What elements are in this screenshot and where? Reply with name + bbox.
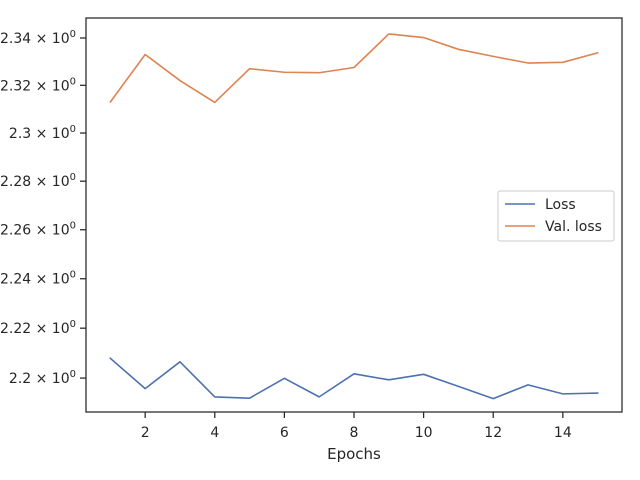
x-tick-label: 8 — [350, 425, 359, 441]
y-tick-label: 2.24 × 100 — [0, 270, 76, 288]
x-tick-label: 6 — [280, 425, 289, 441]
x-tick-label: 14 — [554, 425, 572, 441]
x-tick-label: 12 — [484, 425, 502, 441]
y-tick-label: 2.2 × 100 — [9, 369, 76, 387]
x-axis-title: Epochs — [327, 445, 381, 463]
y-tick-label: 2.22 × 100 — [0, 319, 76, 337]
y-tick-label: 2.28 × 100 — [0, 172, 76, 190]
x-tick-label: 2 — [141, 425, 150, 441]
x-tick-label: 10 — [415, 425, 433, 441]
legend: Loss Val. loss — [497, 190, 615, 242]
y-tick-label: 2.32 × 100 — [0, 76, 76, 94]
legend-label-val-loss: Val. loss — [545, 219, 602, 235]
legend-label-loss: Loss — [545, 197, 576, 213]
x-tick-label: 4 — [210, 425, 219, 441]
y-tick-label: 2.34 × 100 — [0, 29, 76, 47]
y-tick-label: 2.26 × 100 — [0, 221, 76, 239]
y-tick-label: 2.3 × 100 — [9, 124, 76, 142]
